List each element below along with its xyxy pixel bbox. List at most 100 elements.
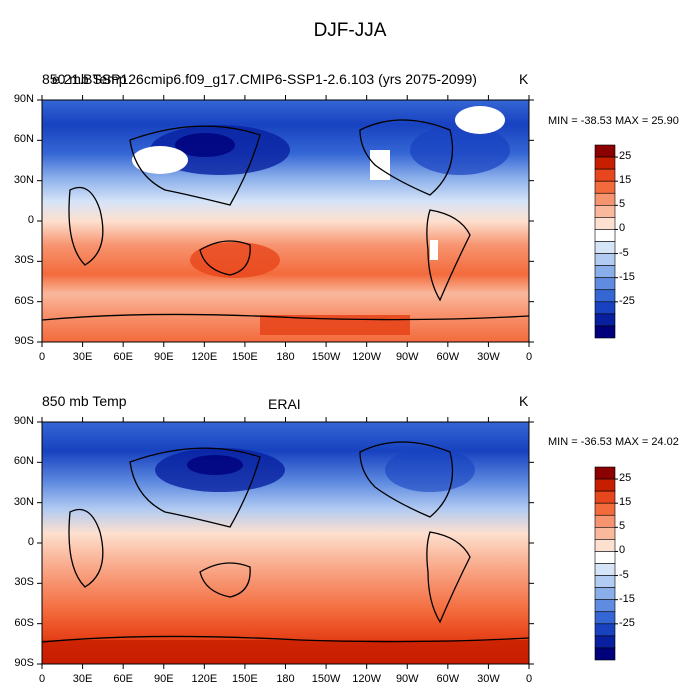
colorbar-swatch <box>594 277 616 291</box>
lat-tick-label: 0 <box>27 536 34 548</box>
panel1-units: K <box>519 71 529 87</box>
lon-tick-label: 30W <box>477 351 500 363</box>
lat-tick-label: 60S <box>14 294 34 307</box>
lat-tick-label: 60S <box>14 616 34 629</box>
colorbar-swatch <box>594 502 616 516</box>
lat-tick-label: 30S <box>14 576 34 589</box>
lon-tick-label: 150W <box>311 673 341 685</box>
colorbar-swatch <box>594 241 616 254</box>
colorbar-label: 25 <box>619 150 632 163</box>
colorbar-label: -25 <box>619 294 635 307</box>
lon-tick-label: 0 <box>38 673 46 685</box>
lon-tick-label: 90W <box>395 673 419 685</box>
colorbar-swatch <box>594 478 616 492</box>
lat-tick-label: 30S <box>14 254 34 267</box>
lon-tick-label: 120E <box>191 673 218 685</box>
colorbar-swatch <box>594 466 616 480</box>
colorbar-label: 5 <box>619 198 626 211</box>
lat-tick-label: 30N <box>13 495 34 508</box>
colorbar-swatch <box>594 587 616 600</box>
colorbar-swatch <box>594 539 616 552</box>
lon-tick-label: 120E <box>191 351 218 363</box>
colorbar-swatch <box>594 229 616 242</box>
colorbar-label: -5 <box>619 568 629 581</box>
colorbar-swatch <box>594 253 616 266</box>
panel1-left-label: 850 mb Temp <box>42 71 127 87</box>
colorbar-swatch <box>594 514 616 528</box>
axis-ticks <box>37 95 534 669</box>
lon-tick-label: 180 <box>276 351 295 363</box>
colorbar-swatch <box>594 265 616 278</box>
lat-tick-label: 60N <box>13 133 34 146</box>
lon-tick-label: 60E <box>113 673 133 685</box>
colorbar-swatch <box>594 156 616 170</box>
colorbar-swatch <box>594 647 616 661</box>
panel2-minmax: MIN = -36.53 MAX = 24.02 <box>548 436 679 448</box>
panel1-map <box>42 100 529 342</box>
lon-tick-label: 120W <box>352 673 382 685</box>
colorbar-swatch <box>594 599 616 613</box>
colorbar-label: 15 <box>619 174 632 187</box>
colorbar-swatch <box>594 611 616 625</box>
lat-tick-label: 90N <box>13 93 34 105</box>
panel2-center-label: ERAI <box>268 396 301 412</box>
panel1-minmax: MIN = -38.53 MAX = 25.90 <box>548 115 679 127</box>
lat-tick-label: 30N <box>13 173 34 186</box>
lon-tick-label: 90E <box>153 673 174 685</box>
colorbar-swatch <box>594 313 616 327</box>
lon-tick-label: 150E <box>232 673 258 685</box>
colorbar-swatch <box>594 575 616 588</box>
colorbar-label: -15 <box>619 592 635 605</box>
panel2-units: K <box>519 393 529 409</box>
lon-tick-label: 0 <box>525 351 533 363</box>
colorbar-swatch <box>594 301 616 315</box>
colorbar-swatch <box>594 527 616 540</box>
lon-tick-label: 30W <box>477 673 500 685</box>
lon-tick-label: 120W <box>352 351 382 363</box>
panel2-colorbar <box>594 466 618 661</box>
lon-tick-label: 60W <box>436 673 460 685</box>
lon-tick-label: 0 <box>525 673 533 685</box>
colorbar-label: -15 <box>619 270 635 283</box>
figure-title: DJF-JJA <box>313 20 387 41</box>
colorbar-swatch <box>594 289 616 303</box>
lon-tick-label: 180 <box>276 673 295 685</box>
colorbar-swatch <box>594 205 616 218</box>
colorbar-label: 0 <box>619 222 626 235</box>
lon-tick-label: 30E <box>72 351 93 363</box>
lon-tick-label: 90E <box>153 351 174 363</box>
panel1-center-label: e.21.BSSP126cmip6.f09_g17.CMIP6-SSP1-2.6… <box>52 71 477 87</box>
panel1-colorbar <box>594 144 618 339</box>
panel2-left-label: 850 mb Temp <box>42 393 127 409</box>
colorbar-swatch <box>594 168 616 182</box>
lat-tick-label: 90S <box>14 335 34 347</box>
colorbar-swatch <box>594 623 616 637</box>
colorbar-swatch <box>594 192 616 206</box>
lon-tick-label: 150E <box>232 351 258 363</box>
colorbar-swatch <box>594 635 616 649</box>
colorbar-label: 15 <box>619 496 632 509</box>
colorbar-swatch <box>594 144 616 158</box>
lat-tick-label: 90S <box>14 657 34 669</box>
colorbar-label: -25 <box>619 616 635 629</box>
colorbar-label: 5 <box>619 520 626 533</box>
lon-tick-label: 60E <box>113 351 133 363</box>
lon-tick-label: 90W <box>395 351 419 363</box>
lat-tick-label: 90N <box>13 415 34 427</box>
lon-tick-label: 0 <box>38 351 46 363</box>
lon-tick-label: 30E <box>72 673 93 685</box>
colorbar-label: 0 <box>619 544 626 557</box>
colorbar-swatch <box>594 490 616 504</box>
lat-tick-label: 0 <box>27 214 34 226</box>
colorbar-label: 25 <box>619 472 632 485</box>
colorbar-label: -5 <box>619 246 629 259</box>
panel2-map <box>42 422 529 664</box>
lon-tick-label: 60W <box>436 351 460 363</box>
colorbar-swatch <box>594 551 616 564</box>
colorbar-swatch <box>594 217 616 230</box>
colorbar-swatch <box>594 180 616 194</box>
lat-tick-label: 60N <box>13 455 34 468</box>
colorbar-swatch <box>594 563 616 576</box>
colorbar-swatch <box>594 325 616 339</box>
